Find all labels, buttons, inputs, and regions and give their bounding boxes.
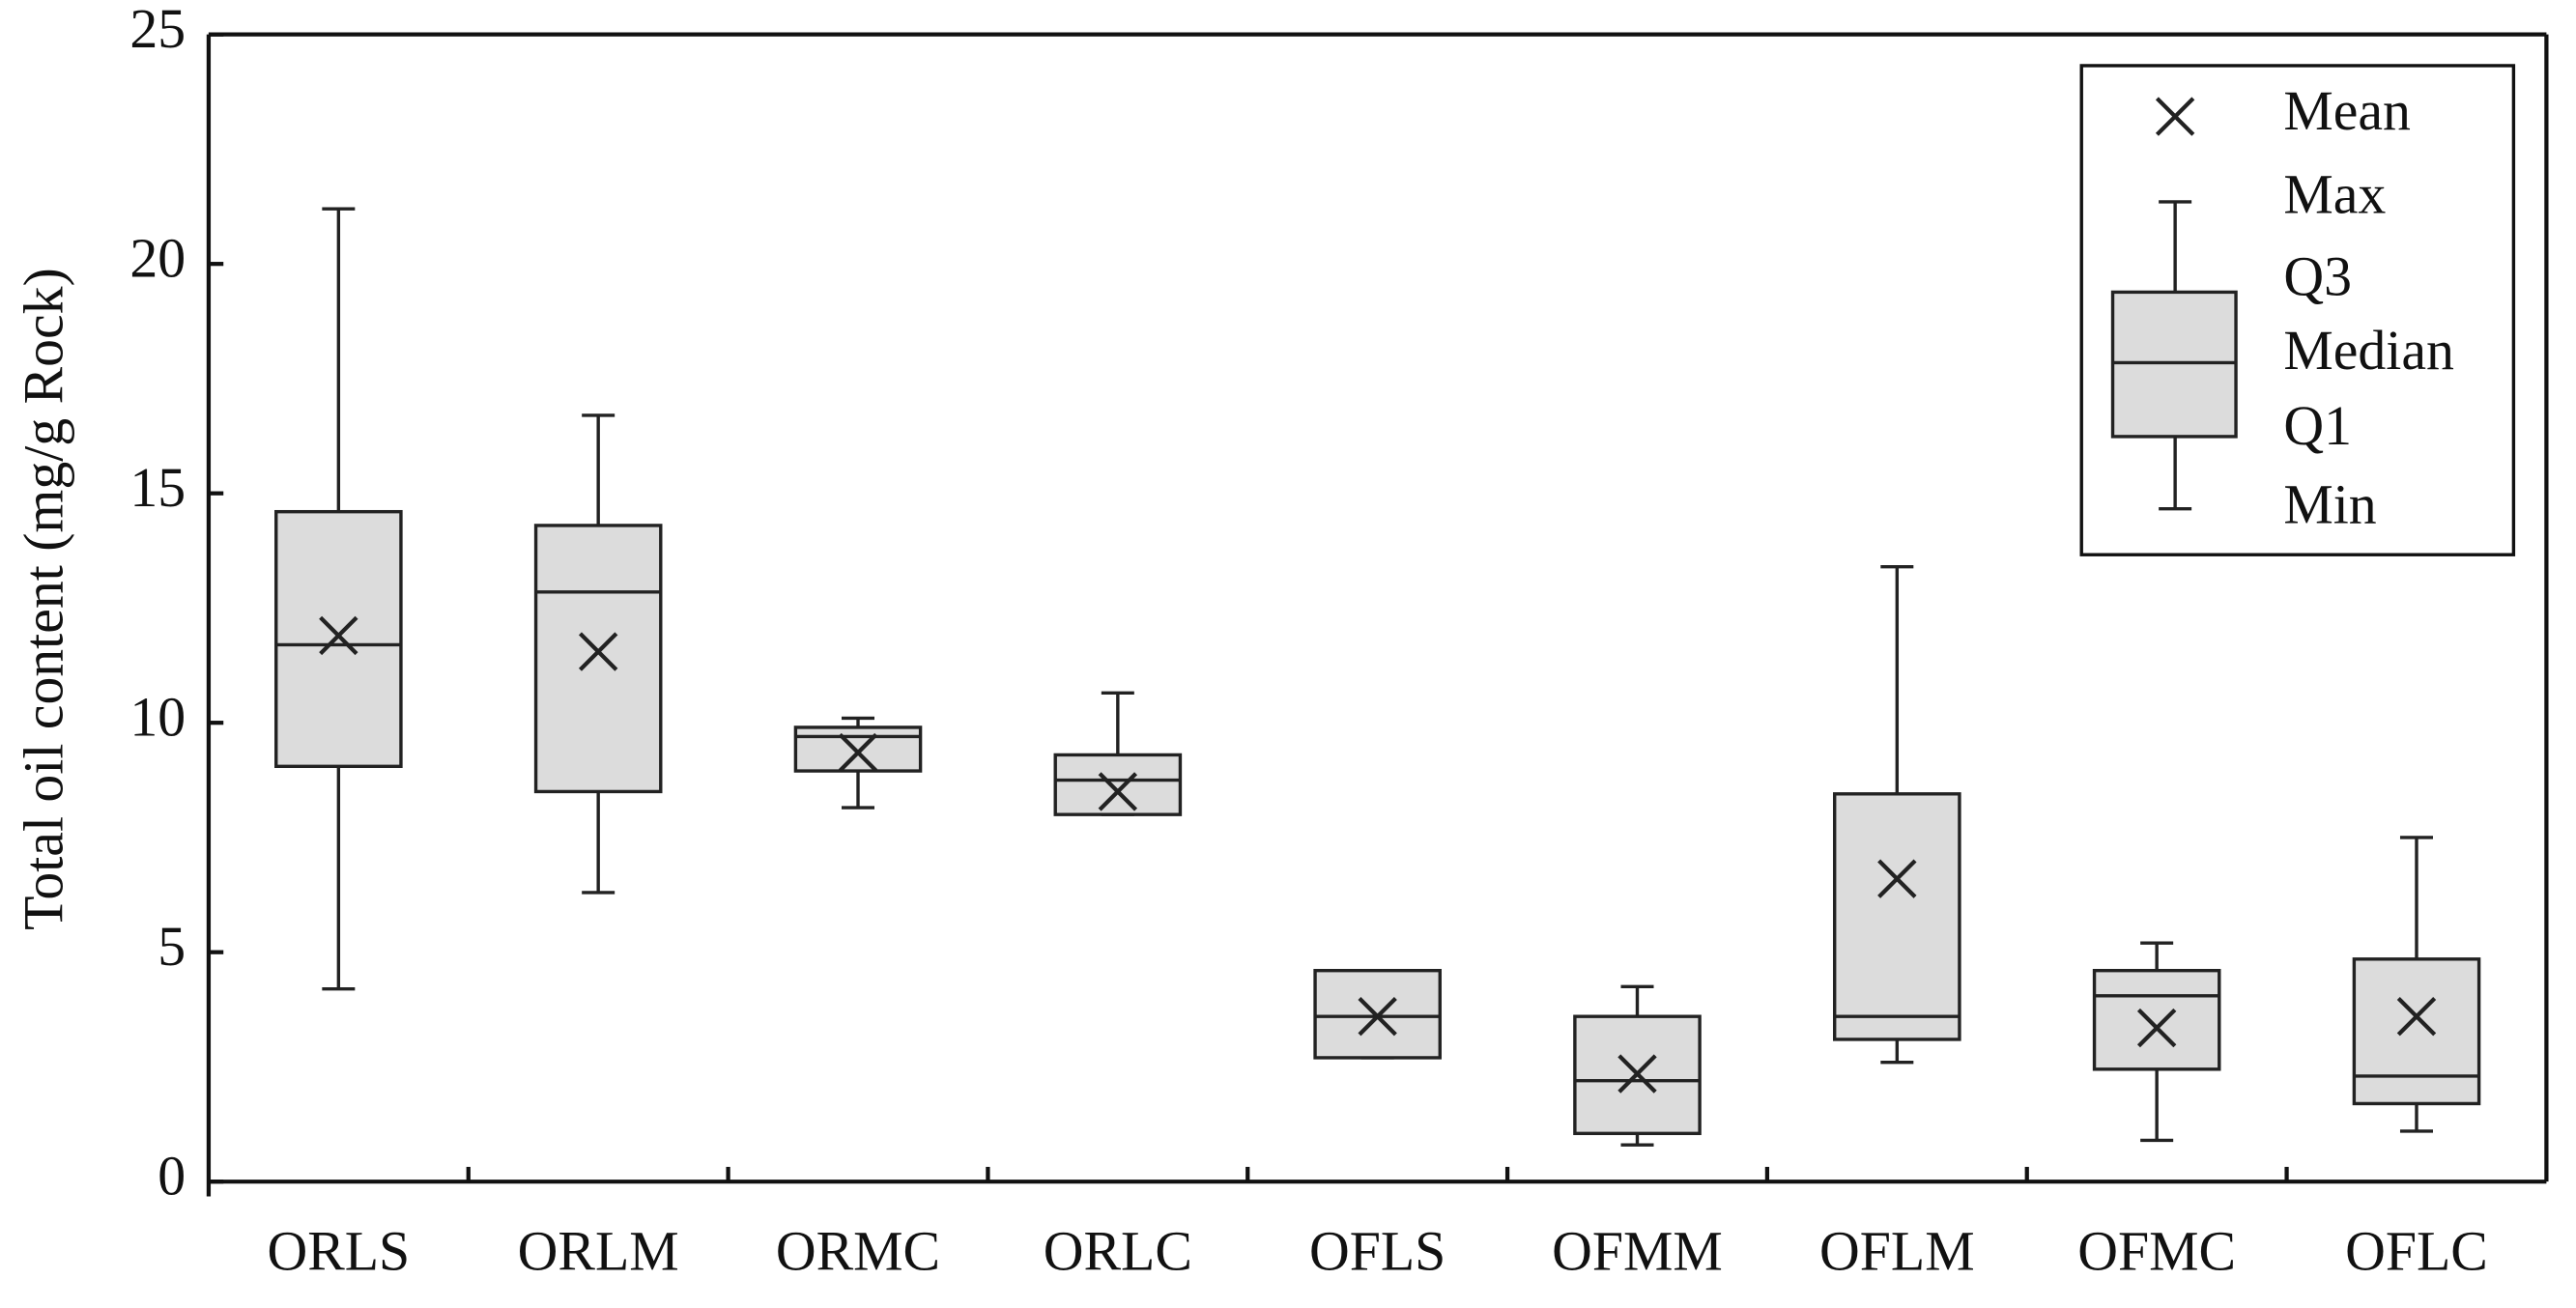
y-tick-label: 20 [129,228,186,289]
x-tick-label: ORLC [1044,1222,1192,1283]
box [2092,968,2221,1071]
mean-marker [319,615,358,656]
x-tick-label: OFLS [1309,1222,1445,1283]
legend-label: Max [2283,165,2386,226]
legend-label: Q1 [2283,396,2352,457]
legend-mean-symbol [2155,97,2195,136]
y-tick-label: 15 [129,458,186,519]
y-tick-label: 5 [157,917,186,978]
mean-marker [1358,996,1397,1037]
y-tick-label: 0 [157,1146,186,1207]
legend: Mean Max Q3 Median Q1 Min [2079,64,2516,556]
mean-marker [578,632,618,671]
legend-label: Mean [2283,81,2411,142]
x-tick-label: OFLM [1819,1222,1975,1283]
box [1833,792,1961,1041]
box [2352,957,2481,1106]
box [533,524,663,794]
x-tick-label: OFLC [2345,1222,2488,1283]
y-tick-label: 25 [129,0,186,60]
legend-label: Q3 [2283,246,2352,307]
legend-label: Min [2283,475,2376,536]
y-axis-label: Total oil content (mg/g Rock) [14,268,74,930]
x-tick-label: OFMC [2077,1222,2236,1283]
box [793,725,923,773]
x-tick-label: ORMC [776,1222,940,1283]
box [274,509,403,769]
x-tick-label: ORLS [267,1222,410,1283]
mean-marker [1098,772,1138,811]
mean-marker [2136,1008,2177,1048]
mean-marker [838,732,878,773]
mean-marker [2396,996,2437,1037]
x-tick-label: OFMM [1552,1222,1723,1283]
box [1053,753,1183,816]
mean-marker [1617,1054,1657,1094]
x-tick-label: ORLM [518,1222,679,1283]
y-tick-label: 10 [129,687,186,748]
mean-marker [1877,859,1917,898]
legend-label: Median [2283,321,2454,382]
